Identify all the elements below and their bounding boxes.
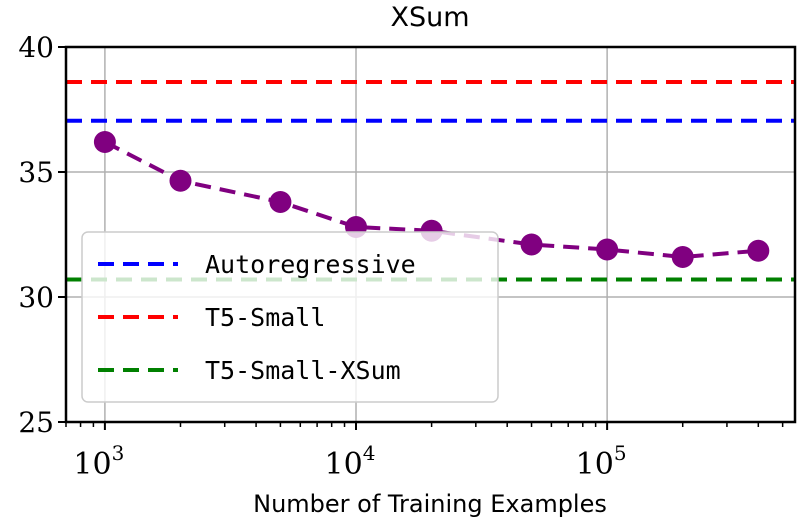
x-tick-label: 105 <box>576 441 627 482</box>
legend-label: T5-Small <box>205 303 325 332</box>
data-point <box>93 131 116 153</box>
x-tick-label: 104 <box>325 441 376 482</box>
axis-ticks: 25 30 35 40 103 104 105 <box>18 31 784 482</box>
y-tick-label: 30 <box>18 281 54 314</box>
data-point <box>520 233 543 256</box>
legend: Autoregressive T5-Small T5-Small-XSum <box>81 231 499 403</box>
data-point <box>747 239 770 262</box>
chart-title: XSum <box>390 2 470 33</box>
data-point <box>269 191 292 213</box>
x-tick-label: 103 <box>73 441 124 482</box>
data-point <box>671 246 694 268</box>
plot-frame <box>64 45 797 424</box>
legend-box <box>81 231 499 403</box>
x-axis-label: Number of Training Examples <box>253 490 607 518</box>
y-tick-label: 25 <box>18 406 54 439</box>
legend-label: T5-Small-XSum <box>205 356 401 385</box>
data-series <box>93 131 770 268</box>
y-tick-label: 40 <box>18 31 54 64</box>
legend-label: Autoregressive <box>205 250 416 279</box>
data-point <box>169 169 192 192</box>
data-point <box>596 238 619 261</box>
y-tick-label: 35 <box>18 156 54 189</box>
